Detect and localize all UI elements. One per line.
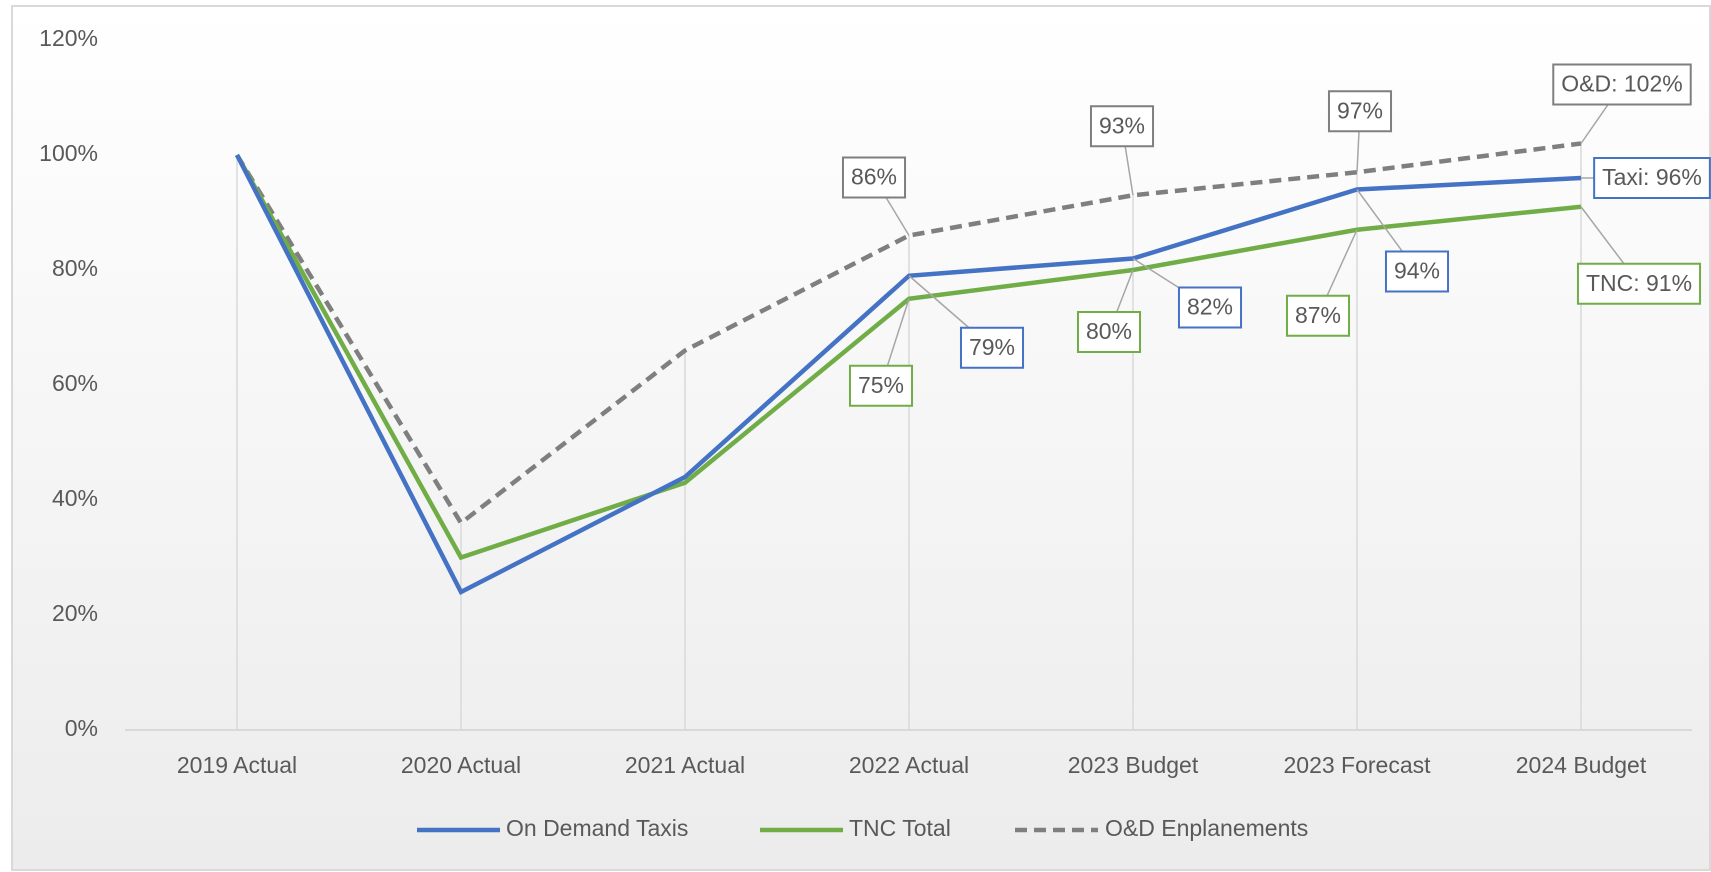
data-label: 82%	[1132, 257, 1243, 329]
y-tick-label: 100%	[39, 140, 98, 166]
y-tick-label: 40%	[52, 485, 98, 511]
data-label-text: 80%	[1086, 318, 1132, 344]
y-tick-label: 80%	[52, 255, 98, 281]
data-label: 75%	[848, 298, 914, 407]
data-label-text: Taxi: 96%	[1602, 164, 1702, 190]
data-label: 93%	[1089, 105, 1155, 196]
label-box	[1076, 311, 1142, 353]
x-tick-label: 2023 Forecast	[1283, 752, 1431, 778]
x-tick-label: 2024 Budget	[1516, 752, 1647, 778]
data-label-text: 79%	[969, 334, 1015, 360]
data-label: 97%	[1327, 90, 1393, 173]
legend-label: On Demand Taxis	[506, 815, 688, 841]
label-box	[1593, 157, 1711, 199]
data-label-text: 94%	[1394, 258, 1440, 284]
data-label: 94%	[1356, 189, 1450, 293]
legend-label: O&D Enplanements	[1105, 815, 1308, 841]
label-box	[1576, 262, 1702, 305]
label-box	[848, 364, 914, 407]
data-label: Taxi: 96%	[1581, 157, 1711, 199]
data-label-text: 75%	[858, 372, 904, 398]
data-label-text: 82%	[1187, 294, 1233, 320]
label-box	[959, 326, 1025, 369]
data-label-text: 87%	[1295, 302, 1341, 328]
y-tick-label: 120%	[39, 25, 98, 51]
label-box	[1285, 294, 1351, 337]
legend-label: TNC Total	[849, 815, 951, 841]
data-label-text: 86%	[851, 164, 897, 190]
x-tick-label: 2022 Actual	[849, 752, 969, 778]
data-label: 86%	[841, 156, 910, 236]
data-label: 87%	[1285, 229, 1358, 337]
data-label: O&D: 102%	[1552, 63, 1692, 144]
data-label-text: O&D: 102%	[1561, 71, 1682, 97]
y-tick-label: 0%	[65, 715, 98, 741]
data-label: 79%	[908, 275, 1025, 369]
x-tick-label: 2020 Actual	[401, 752, 521, 778]
data-label: TNC: 91%	[1576, 206, 1702, 305]
data-label-text: 93%	[1099, 112, 1145, 138]
label-box	[841, 156, 907, 199]
x-tick-label: 2019 Actual	[177, 752, 297, 778]
label-box	[1089, 105, 1155, 148]
x-tick-label: 2023 Budget	[1068, 752, 1199, 778]
label-box	[1177, 286, 1243, 329]
x-tick-label: 2021 Actual	[625, 752, 745, 778]
data-label-text: 97%	[1337, 97, 1383, 123]
data-label: 80%	[1076, 269, 1142, 353]
y-tick-label: 20%	[52, 600, 98, 626]
chart-frame	[11, 5, 1711, 871]
label-box	[1327, 90, 1393, 133]
y-tick-label: 60%	[52, 370, 98, 396]
label-box	[1552, 63, 1692, 106]
data-label-text: TNC: 91%	[1586, 270, 1692, 296]
label-box	[1384, 250, 1450, 293]
